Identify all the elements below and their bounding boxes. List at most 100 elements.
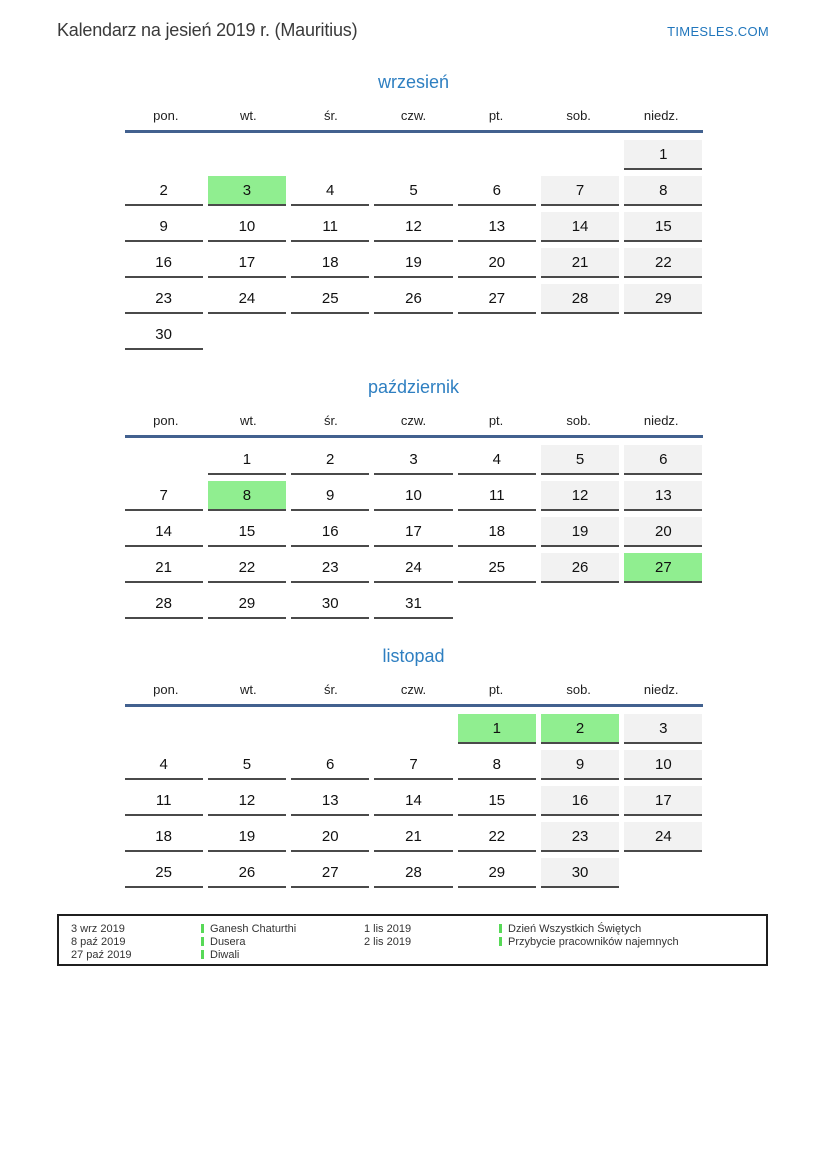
day-cell: 22 — [624, 248, 703, 278]
week-row: 28 29 30 31 — [124, 589, 703, 619]
day-cell: 25 — [457, 553, 536, 583]
weekday-header: pt. — [488, 682, 504, 697]
day-cell: 21 — [540, 248, 620, 278]
day-cell: 19 — [540, 517, 620, 547]
weekday-header: wt. — [240, 413, 257, 428]
day-cell-empty — [541, 140, 619, 168]
day-cell: 3 — [207, 176, 287, 206]
day-cell: 16 — [540, 786, 620, 816]
week-row: 9 10 11 12 13 14 15 — [124, 212, 703, 242]
day-cell: 1 — [207, 445, 287, 475]
page-title: Kalendarz na jesień 2019 r. (Mauritius) — [57, 20, 358, 40]
day-cell: 14 — [124, 517, 203, 547]
day-cell: 31 — [374, 589, 453, 619]
day-cell: 26 — [374, 284, 453, 314]
weekday-header: śr. — [324, 413, 338, 428]
day-cell: 20 — [624, 517, 703, 547]
day-cell-empty — [458, 320, 536, 348]
week-row: 18 19 20 21 22 23 24 — [124, 822, 703, 852]
day-cell: 28 — [124, 589, 203, 619]
weekday-header: wt. — [240, 108, 257, 123]
legend-column: 1 lis 2019 Dzień Wszystkich Świętych 2 lis… — [364, 922, 754, 948]
day-cell: 11 — [291, 212, 370, 242]
header-rule — [124, 435, 703, 438]
holiday-marker-icon — [201, 950, 204, 959]
weekday-header: czw. — [400, 682, 427, 697]
week-row: 4 5 6 7 8 9 10 — [124, 750, 703, 780]
day-cell: 4 — [124, 750, 203, 780]
day-cell-empty — [374, 320, 452, 348]
day-cell: 6 — [457, 176, 536, 206]
day-cell: 29 — [624, 284, 703, 314]
day-cell-empty — [125, 714, 203, 742]
day-cell: 10 — [624, 750, 703, 780]
day-cell: 24 — [624, 822, 703, 852]
holiday-legend: 3 wrz 2019 Ganesh Chaturthi 8 paź 2019 Duse… — [57, 914, 768, 966]
legend-date: 27 paź 2019 — [71, 948, 132, 961]
day-cell: 7 — [374, 750, 453, 780]
day-cell: 12 — [207, 786, 287, 816]
day-cell: 6 — [624, 445, 703, 475]
brand-link[interactable]: TIMESLES.COM — [667, 24, 769, 39]
legend-label: Dusera — [210, 935, 246, 948]
weekday-header-row: pon. wt. śr. czw. pt. sob. niedz. — [125, 682, 703, 697]
day-cell: 16 — [124, 248, 203, 278]
week-row: 11 12 13 14 15 16 17 — [124, 786, 703, 816]
day-cell: 14 — [540, 212, 620, 242]
page-header: Kalendarz na jesień 2019 r. (Mauritius) … — [0, 0, 827, 41]
week-row: 1 — [125, 140, 703, 170]
weekday-header: czw. — [400, 413, 427, 428]
weekday-header: pt. — [488, 108, 504, 123]
weekday-header: pt. — [488, 413, 504, 428]
day-cell: 13 — [457, 212, 536, 242]
day-cell-empty — [458, 589, 536, 617]
week-row: 16 17 18 19 20 21 22 — [124, 248, 703, 278]
week-row: 14 15 16 17 18 19 20 — [124, 517, 703, 547]
weekday-header: pon. — [153, 682, 179, 697]
legend-date: 2 lis 2019 — [364, 935, 412, 948]
day-cell-empty — [208, 320, 286, 348]
day-cell: 26 — [540, 553, 620, 583]
day-cell: 27 — [457, 284, 536, 314]
day-cell: 5 — [540, 445, 620, 475]
day-cell: 8 — [207, 481, 287, 511]
header-rule — [124, 704, 703, 707]
weekday-header: niedz. — [643, 413, 679, 428]
day-cell: 30 — [291, 589, 370, 619]
legend-label: Ganesh Chaturthi — [210, 922, 297, 935]
day-cell: 29 — [457, 858, 536, 888]
day-cell: 24 — [374, 553, 453, 583]
day-cell: 24 — [207, 284, 287, 314]
weekday-header-row: pon. wt. śr. czw. pt. sob. niedz. — [125, 108, 703, 123]
day-cell-empty — [541, 589, 619, 617]
day-cell: 27 — [624, 553, 703, 583]
day-cell: 19 — [374, 248, 453, 278]
legend-entry: 8 paź 2019 Dusera — [71, 935, 364, 948]
day-cell: 29 — [207, 589, 287, 619]
week-row: 25 26 27 28 29 30 — [124, 858, 703, 888]
holiday-marker-icon — [201, 937, 204, 946]
day-cell-empty — [291, 714, 369, 742]
day-cell: 15 — [457, 786, 536, 816]
weekday-header: pon. — [153, 413, 179, 428]
day-cell-empty — [291, 320, 369, 348]
holiday-marker-icon — [499, 924, 502, 933]
day-cell: 13 — [624, 481, 703, 511]
day-cell: 15 — [207, 517, 287, 547]
holiday-marker-icon — [201, 924, 204, 933]
day-cell-empty — [624, 589, 702, 617]
weekday-header: śr. — [324, 682, 338, 697]
day-cell: 4 — [291, 176, 370, 206]
day-cell: 17 — [374, 517, 453, 547]
day-cell-empty — [458, 140, 536, 168]
day-cell: 1 — [457, 714, 536, 744]
month-wrzesień: wrzesień pon. wt. śr. czw. pt. sob. niedz. 1 2 3 4 5… — [124, 71, 703, 350]
day-cell: 4 — [457, 445, 536, 475]
day-cell-empty — [374, 140, 452, 168]
legend-column: 3 wrz 2019 Ganesh Chaturthi 8 paź 2019 Duse… — [71, 922, 364, 961]
legend-date: 8 paź 2019 — [71, 935, 126, 948]
day-cell: 22 — [207, 553, 287, 583]
day-cell: 23 — [540, 822, 620, 852]
